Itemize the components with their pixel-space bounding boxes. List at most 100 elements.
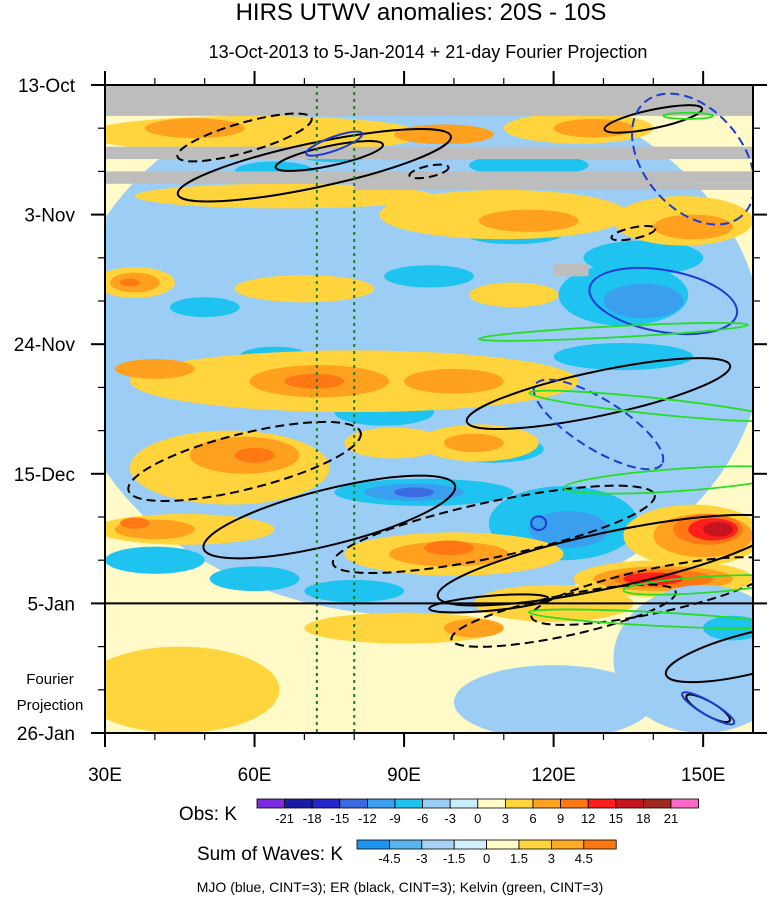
obs-legend-level-3: -12 xyxy=(358,811,377,826)
anomaly-patch-66 xyxy=(304,612,504,644)
er-contour-3 xyxy=(408,163,450,180)
obs-legend-swatch-6 xyxy=(422,798,451,809)
obs-legend: Obs: K -21 -18 -15 -12 -9 -6 -3 0 3 6 9 12 15 18 21 xyxy=(179,798,700,826)
er-contour-9 xyxy=(465,357,732,431)
waves-legend-swatch-5 xyxy=(518,839,552,850)
anomaly-patch-65 xyxy=(105,646,280,733)
obs-legend-level-8: 3 xyxy=(502,811,509,826)
anomaly-patch-8 xyxy=(553,342,694,371)
er-contour-0 xyxy=(176,127,452,203)
anomaly-patch-42 xyxy=(114,359,195,379)
anomaly-patch-40 xyxy=(284,373,345,389)
kelvin-contour-25 xyxy=(622,574,753,596)
anomaly-patch-30 xyxy=(478,209,579,232)
reference-lines xyxy=(315,85,356,733)
obs-legend-swatch-15 xyxy=(670,798,700,809)
anomaly-patch-50 xyxy=(119,517,150,529)
missing-data-row-4 xyxy=(553,263,589,277)
er-contour-13 xyxy=(450,583,677,648)
obs-legend-swatch-5 xyxy=(394,798,424,809)
obs-legend-level-2: -15 xyxy=(330,811,349,826)
waves-legend-swatch-6 xyxy=(551,839,585,850)
waves-legend-level-3: 0 xyxy=(483,851,490,866)
y-tick-label-1: 3-Nov xyxy=(24,206,75,227)
waves-legend-swatch-7 xyxy=(583,839,617,850)
mjo-contour-16 xyxy=(305,130,364,157)
waves-legend-swatch-2 xyxy=(421,839,455,850)
obs-legend-level-1: -18 xyxy=(303,811,322,826)
plot-area xyxy=(105,85,753,733)
mjo-contour-17 xyxy=(631,92,753,226)
waves-legend-level-4: 1.5 xyxy=(510,851,528,866)
obs-legend-level-14: 21 xyxy=(664,811,678,826)
obs-legend-swatch-4 xyxy=(366,798,396,809)
waves-legend-level-0: -4.5 xyxy=(378,851,400,866)
obs-legend-swatch-10 xyxy=(532,798,562,809)
kelvin-contour-27 xyxy=(662,111,715,120)
obs-legend-label: Obs: K xyxy=(179,804,237,825)
anomaly-patch-70 xyxy=(453,665,654,733)
anomaly-patch-25 xyxy=(394,124,494,145)
x-tick-label-2: 90E xyxy=(387,765,421,786)
x-tick-label-3: 120E xyxy=(531,765,575,786)
anomaly-patch-47 xyxy=(443,433,504,453)
obs-legend-level-5: -6 xyxy=(417,811,429,826)
obs-legend-swatch-11 xyxy=(560,798,589,809)
y-tick-label-2: 24-Nov xyxy=(14,335,76,356)
chart-title: HIRS UTWV anomalies: 20S - 10S xyxy=(236,0,607,26)
projection-label-line1: Fourier xyxy=(26,671,74,688)
footnote: MJO (blue, CINT=3); ER (black, CINT=3); … xyxy=(197,879,604,895)
er-contour-12 xyxy=(428,593,550,614)
waves-legend-level-2: -1.5 xyxy=(443,851,465,866)
obs-legend-level-0: -21 xyxy=(275,811,294,826)
waves-legend-swatch-3 xyxy=(453,839,488,850)
mjo-contour-19 xyxy=(532,378,665,471)
waves-legend-level-1: -3 xyxy=(416,851,428,866)
obs-legend-level-4: -9 xyxy=(389,811,401,826)
er-contour-7 xyxy=(202,474,457,560)
obs-legend-level-6: -3 xyxy=(444,811,456,826)
kelvin-contour-23 xyxy=(528,389,753,423)
er-contour-1 xyxy=(176,112,313,163)
anomaly-patch-63 xyxy=(344,427,444,459)
er-contour-2 xyxy=(274,140,384,172)
anomaly-patch-1 xyxy=(169,297,240,318)
x-tick-label-1: 60E xyxy=(238,765,272,786)
obs-legend-swatch-1 xyxy=(284,798,313,809)
missing-data-row-3 xyxy=(354,183,753,190)
obs-legend-level-11: 12 xyxy=(581,811,595,826)
waves-legend-label: Sum of Waves: K xyxy=(197,844,343,865)
obs-legend-swatch-3 xyxy=(339,798,368,809)
waves-legend-level-6: 4.5 xyxy=(575,851,593,866)
obs-legend-swatch-12 xyxy=(587,798,617,809)
obs-legend-swatch-2 xyxy=(311,798,341,809)
kelvin-contour-26 xyxy=(527,608,753,630)
waves-legend-swatch-4 xyxy=(486,839,520,850)
x-tick-label-4: 150E xyxy=(681,765,725,786)
anomaly-patch-53 xyxy=(424,540,474,556)
anomaly-patch-22 xyxy=(468,154,589,177)
y-tick-label-5: 26-Jan xyxy=(17,724,75,745)
er-contour-5 xyxy=(610,224,657,242)
axes: 13-Oct 3-Nov 24-Nov 15-Dec 5-Jan 26-Jan 30E 60E… xyxy=(14,71,767,786)
missing-data-row-0 xyxy=(105,85,753,116)
obs-legend-swatch-14 xyxy=(643,798,672,809)
waves-legend-swatch-1 xyxy=(388,839,423,850)
anomaly-patch-15 xyxy=(105,546,205,574)
anomaly-patch-3 xyxy=(384,265,474,288)
obs-legend-swatch-0 xyxy=(256,798,286,809)
anomaly-patch-58 xyxy=(703,521,734,537)
waves-legend: Sum of Waves: K -4.5 -3 -1.5 0 1.5 3 4.5 xyxy=(197,839,617,866)
anomaly-patch-35 xyxy=(119,278,140,287)
obs-legend-swatch-7 xyxy=(449,798,479,809)
y-tick-label-4: 5-Jan xyxy=(27,594,75,615)
anomaly-patch-16 xyxy=(209,566,300,592)
er-contour-8 xyxy=(331,484,656,575)
waves-legend-level-5: 3 xyxy=(548,851,555,866)
anomaly-patch-45 xyxy=(234,447,275,463)
anomaly-patch-9 xyxy=(583,240,704,276)
anomaly-patch-14 xyxy=(528,510,609,548)
projection-label-line2: Projection xyxy=(17,697,84,714)
plot-frame xyxy=(104,84,754,734)
